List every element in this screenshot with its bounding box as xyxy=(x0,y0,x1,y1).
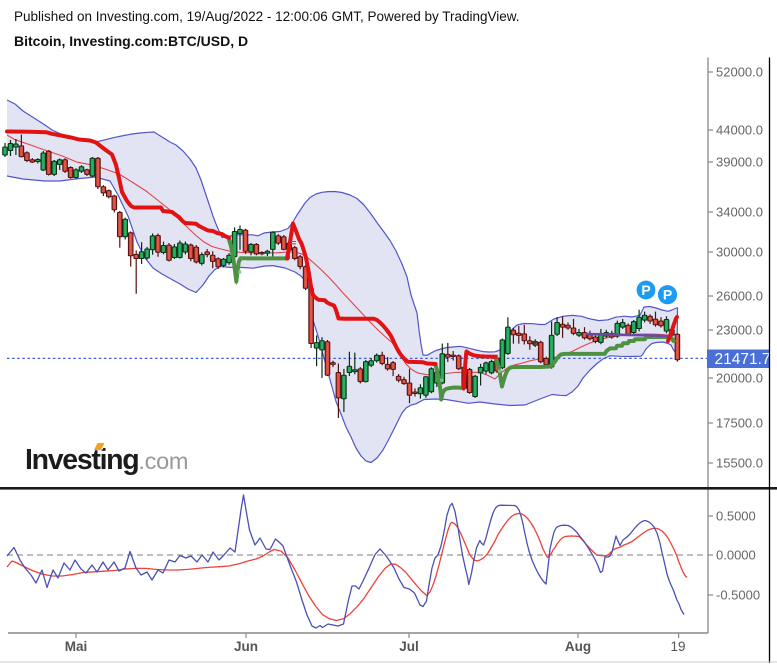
svg-text:Jul: Jul xyxy=(399,639,419,654)
svg-text:30000.0: 30000.0 xyxy=(716,245,763,260)
svg-text:17500.0: 17500.0 xyxy=(716,416,763,431)
svg-text:44000.0: 44000.0 xyxy=(716,123,763,138)
svg-text:52000.0: 52000.0 xyxy=(716,65,763,80)
svg-text:Investing.com: Investing.com xyxy=(25,444,188,476)
svg-text:23000.0: 23000.0 xyxy=(716,323,763,338)
svg-text:34000.0: 34000.0 xyxy=(716,205,763,220)
svg-text:26000.0: 26000.0 xyxy=(716,289,763,304)
svg-text:20000.0: 20000.0 xyxy=(716,371,763,386)
svg-text:0.5000: 0.5000 xyxy=(716,509,756,524)
svg-text:39000.0: 39000.0 xyxy=(716,155,763,170)
svg-text:Aug: Aug xyxy=(565,639,591,654)
svg-text:19: 19 xyxy=(670,639,685,654)
svg-text:-0.5000: -0.5000 xyxy=(716,588,760,603)
svg-text:15500.0: 15500.0 xyxy=(716,456,763,471)
svg-text:21471.7: 21471.7 xyxy=(715,351,771,368)
svg-text:0.0000: 0.0000 xyxy=(716,548,756,563)
svg-text:P: P xyxy=(663,287,672,303)
svg-text:Jun: Jun xyxy=(234,639,258,654)
svg-text:Published on Investing.com, 19: Published on Investing.com, 19/Aug/2022 … xyxy=(14,9,520,24)
svg-text:Bitcoin, Investing.com:BTC/USD: Bitcoin, Investing.com:BTC/USD, D xyxy=(14,33,248,49)
svg-text:P: P xyxy=(641,282,650,298)
svg-text:Mai: Mai xyxy=(65,639,88,654)
